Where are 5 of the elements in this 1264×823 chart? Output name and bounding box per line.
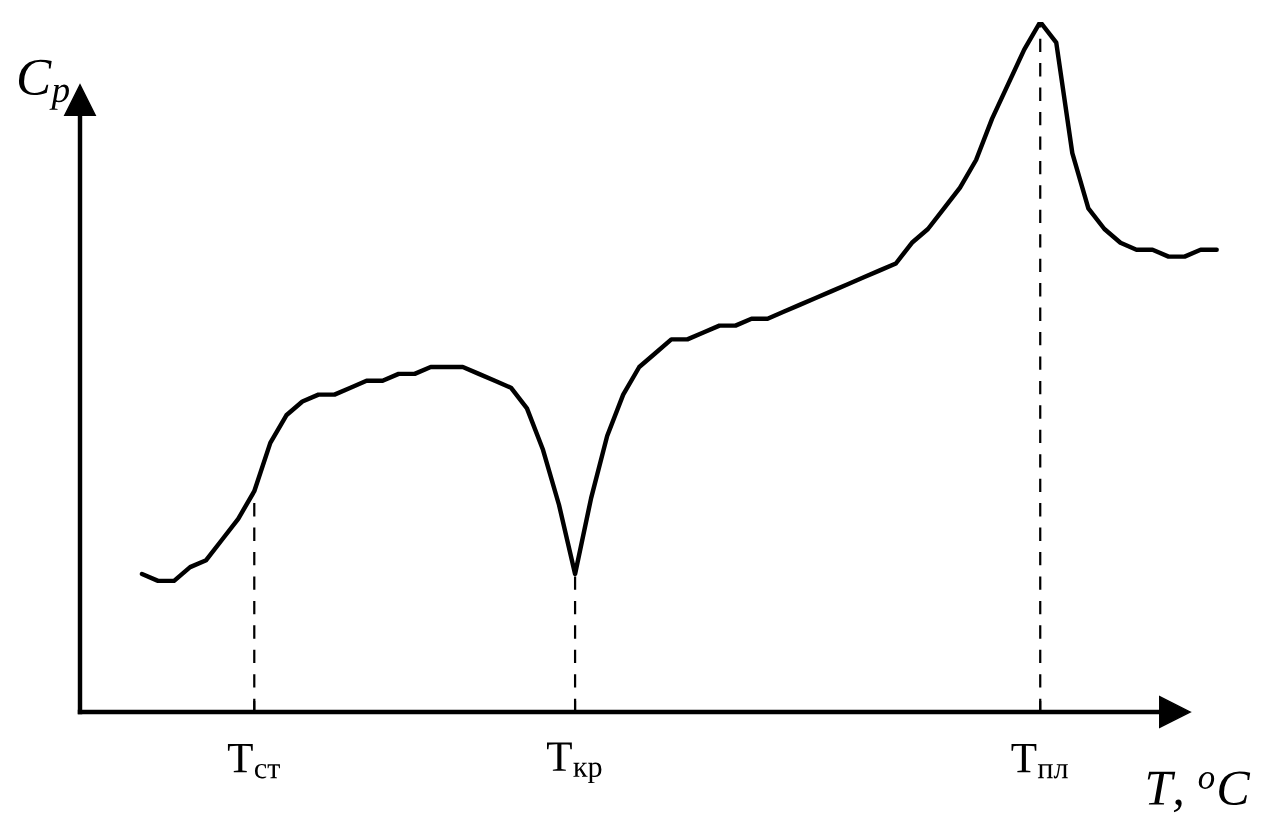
x-axis-title: T, $^{o}$C <box>1147 771 1251 813</box>
x-tick-label: T$_{пл}$ <box>1011 744 1068 779</box>
y-axis-title: C$_{p}$ <box>18 59 69 110</box>
x-tick-label: T$_{кр}$ <box>547 742 602 784</box>
x-tick-label: T$_{ст}$ <box>227 744 280 779</box>
